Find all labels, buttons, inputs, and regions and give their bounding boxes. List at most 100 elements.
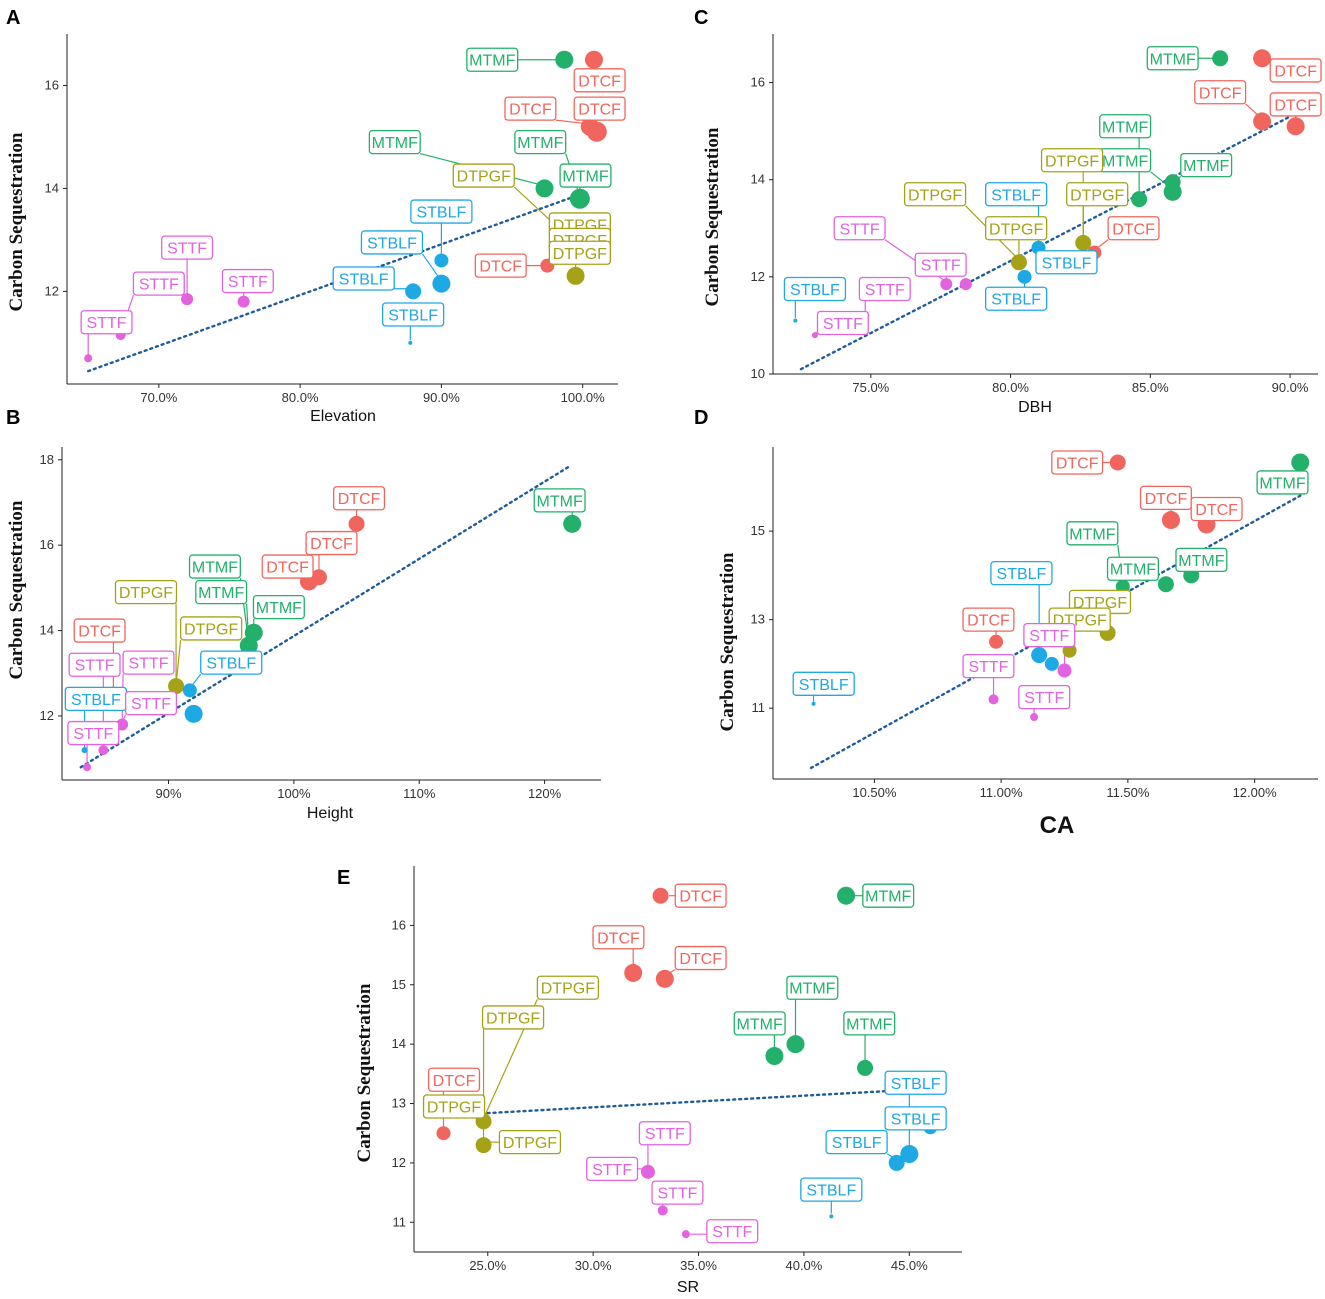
panel-e-label-mtmf: MTMF [786,975,839,1000]
panel-c-point-stblf [1017,269,1032,284]
panel-b-label-dtcf: DTCF [261,554,314,579]
label-text: DTCF [1199,85,1242,102]
label-box [783,276,847,302]
panel-c-x-tick-label: 75.0% [852,380,889,395]
label-box [180,616,243,641]
label-box [651,1180,704,1205]
panel-a-trend-line [86,192,584,373]
panel-c-label-stblf: STBLF [985,286,1048,311]
label-box [792,671,855,696]
label-text: STTF [139,277,179,294]
panel-d-x-tick-label: 11.50% [1106,785,1150,800]
label-box [985,182,1048,207]
label-box [368,129,421,155]
label-text: MTMF [517,135,563,152]
label-box [843,1011,896,1036]
label-text: MTMF [372,135,418,152]
panel-e-label-dtcf: DTCF [592,925,645,950]
panel-b-point-stblf [81,747,88,754]
label-text: STBLF [806,1183,856,1200]
panel-c-y-tick-label: 16 [751,75,765,90]
label-box [674,945,727,971]
panel-a-point-sttf [181,293,194,306]
label-text: STBLF [367,235,417,252]
label-text: DTCF [1056,455,1099,472]
panel-e-label-sttf: STTF [586,1156,639,1182]
label-text: MTMF [1183,158,1229,175]
panel-c-y-tick-label: 10 [751,366,765,381]
label-text: STBLF [388,308,438,325]
panel-d-point-sttf [1057,663,1072,678]
panel-a-x-tick-label: 100.0% [561,390,606,405]
panel-e-point-stblf [900,1145,919,1164]
label-text: DTCF [1145,491,1188,508]
panel-c-point-sttf [940,278,953,291]
panel-d-y-tick-label: 13 [751,612,765,627]
panel-a-label-mtmf: MTMF [559,163,612,188]
label-text: STBLF [891,1076,941,1093]
label-box [422,1094,486,1119]
panel-b-x-tick-label: 120% [528,786,562,801]
panel-d-point-dtcf [989,634,1004,649]
panel-e-y-tick-label: 15 [392,977,406,992]
label-text: DTCF [509,102,552,119]
panel-e-y-tick-label: 11 [393,1214,407,1229]
label-text: STTF [1029,628,1069,645]
label-box [1023,622,1076,648]
panel-e-point-mtmf [857,1059,874,1076]
panel-b-y-tick-label: 18 [40,452,54,467]
panel-d-y-tick-label: 11 [752,700,766,715]
panel-e-point-dtcf [624,963,643,982]
panel-c-label-sttf: STTF [914,252,967,277]
panel-b-label-dtcf: DTCF [333,486,386,511]
panel-b-label-sttf: STTF [124,691,178,716]
panel-a-x-tick-label: 90.0% [423,390,460,405]
label-text: DTPGF [1070,187,1124,204]
panel-a-point-mtmf [569,188,590,209]
panel-a-label-dtpgf: DTPGF [548,240,612,265]
label-box [1139,485,1192,511]
panel-b-label-mtmf: MTMF [252,594,305,620]
panel-b-label-mtmf: MTMF [533,488,586,513]
panel-b-y-tick-label: 12 [40,708,54,723]
panel-e-point-mtmf [837,886,856,905]
panel-e-label-mtmf: MTMF [733,1011,786,1036]
panel-b-point-sttf [83,763,92,772]
label-text: STBLF [991,292,1041,309]
panel-e-label-stblf: STBLF [825,1129,888,1155]
label-text: STTF [840,221,880,238]
label-text: STBLF [206,656,256,673]
panel-e-label-stblf: STBLF [884,1070,947,1095]
label-box [1066,521,1119,546]
label-text: STBLF [799,677,849,694]
label-text: STTF [823,316,863,333]
panel-b-label-dtcf: DTCF [305,530,358,556]
panel-c-label-mtmf: MTMF [1180,152,1233,178]
panel-a-y-tick-label: 16 [45,77,59,92]
label-text: STTF [712,1224,752,1241]
label-text: DTPGF [908,187,962,204]
panel-c-x-tick-label: 80.0% [992,380,1029,395]
panel-e-ylabel: Carbon Sequestration [354,983,375,1162]
panel-a-label-dtcf: DTCF [573,68,626,93]
label-text: DTCF [1195,502,1238,519]
label-box [816,310,869,336]
label-box [252,594,305,620]
panel-c-point-dtcf [1253,49,1272,68]
panel-b-y-tick-label: 16 [40,537,54,552]
label-text: STTF [921,258,961,275]
label-text: DTCF [1112,221,1155,238]
panel-e-point-dtpgf [475,1137,492,1154]
label-text: DTCF [578,73,621,90]
label-text: STBLF [997,566,1047,583]
panel-a-point-sttf [84,354,93,363]
label-text: MTMF [469,53,515,70]
label-box [536,975,600,1000]
panel-d-label-mtmf: MTMF [1175,547,1228,573]
label-text: MTMF [789,981,835,998]
panel-d-x-tick-label: 12.00% [1233,785,1278,800]
panel-b-point-stblf [184,704,203,723]
label-box [68,652,121,677]
label-box [1175,547,1228,573]
label-box [332,266,395,291]
